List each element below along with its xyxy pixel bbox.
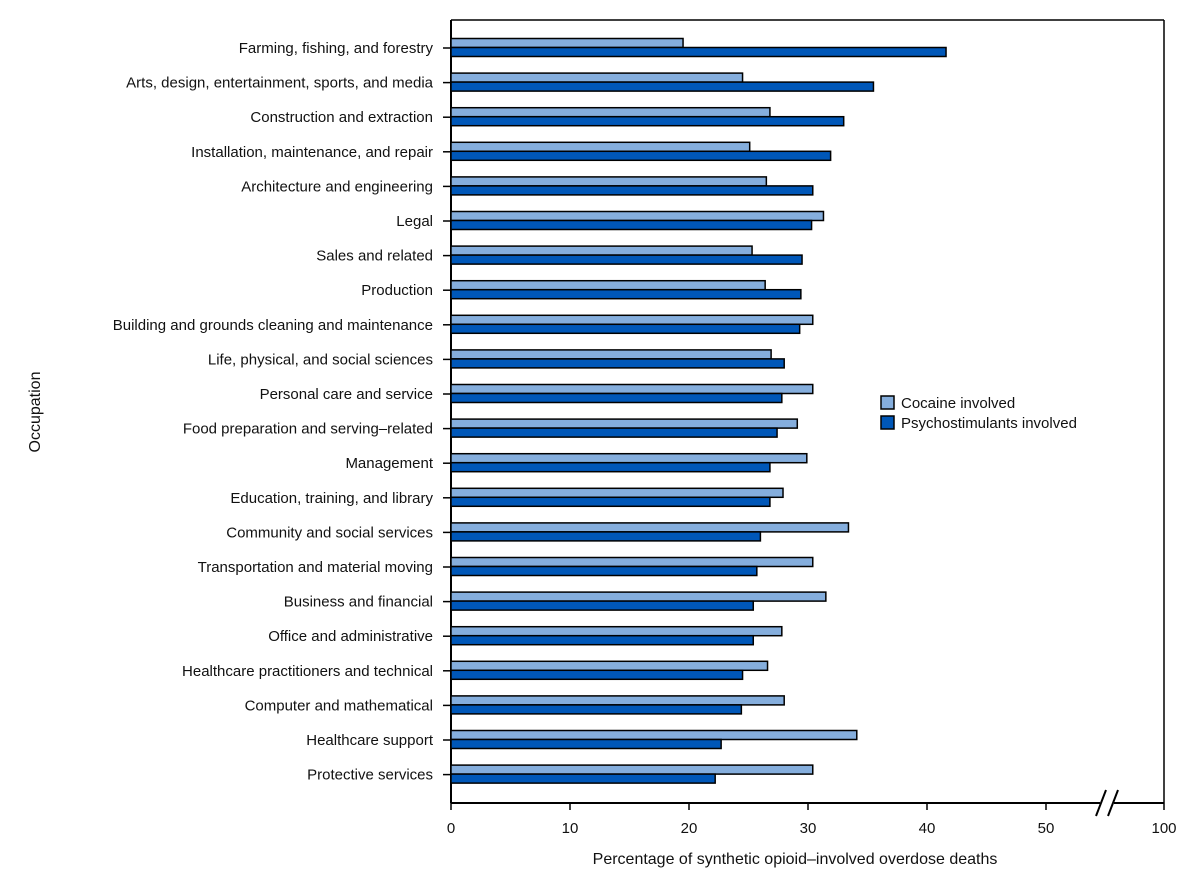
bar-psychostimulants: [450, 185, 814, 196]
category-label: Personal care and service: [260, 386, 433, 403]
bar-cocaine: [450, 522, 850, 533]
legend-label: Psychostimulants involved: [901, 415, 1077, 432]
bar-psychostimulants: [450, 115, 845, 127]
bar-psychostimulants: [450, 254, 803, 265]
legend-swatch: [880, 395, 895, 410]
category-label: Building and grounds cleaning and mainte…: [113, 317, 433, 334]
bar-cocaine: [450, 176, 768, 187]
bar-psychostimulants: [450, 531, 762, 542]
x-tick-label: 50: [1038, 820, 1055, 837]
category-label: Management: [345, 455, 433, 472]
bar-cocaine: [450, 383, 814, 395]
bar-psychostimulants: [450, 773, 716, 784]
bar-psychostimulants: [450, 461, 771, 473]
bar-psychostimulants: [450, 392, 783, 404]
bar-psychostimulants: [450, 358, 785, 369]
bar-cocaine: [450, 660, 769, 672]
legend-label: Cocaine involved: [901, 395, 1015, 412]
bar-psychostimulants: [450, 565, 758, 577]
category-label: Community and social services: [226, 524, 433, 541]
bar-cocaine: [450, 452, 808, 464]
bar-cocaine: [450, 729, 858, 741]
category-label: Architecture and engineering: [241, 178, 433, 195]
category-label: Sales and related: [316, 248, 433, 265]
bar-cocaine: [450, 141, 751, 153]
bar-psychostimulants: [450, 323, 801, 335]
axis-break-mark: [1107, 789, 1119, 817]
x-tick-label: 0: [447, 820, 455, 837]
x-tick-label: 100: [1151, 820, 1176, 837]
bar-cocaine: [450, 764, 814, 775]
bar-cocaine: [450, 279, 766, 291]
bar-cocaine: [450, 37, 684, 49]
x-tick-label: 10: [562, 820, 579, 837]
category-label: Computer and mathematical: [245, 697, 433, 714]
category-label: Healthcare support: [306, 732, 434, 749]
bar-cocaine: [450, 556, 814, 568]
x-tick-label: 40: [919, 820, 936, 837]
bar-cocaine: [450, 210, 825, 222]
bar-psychostimulants: [450, 46, 947, 58]
bar-cocaine: [450, 245, 753, 256]
legend-swatch: [880, 415, 895, 430]
bar-psychostimulants: [450, 704, 743, 715]
category-label: Life, physical, and social sciences: [208, 351, 433, 368]
bar-psychostimulants: [450, 634, 755, 646]
category-label: Education, training, and library: [230, 490, 433, 507]
bar-psychostimulants: [450, 738, 722, 750]
bar-psychostimulants: [450, 81, 875, 92]
category-label: Protective services: [307, 767, 433, 784]
axis-break-mark: [1095, 789, 1107, 817]
bar-psychostimulants: [450, 669, 744, 681]
x-tick-label: 30: [800, 820, 817, 837]
x-axis-title: Percentage of synthetic opioid–involved …: [593, 851, 998, 868]
category-label: Farming, fishing, and forestry: [239, 40, 434, 57]
category-label: Healthcare practitioners and technical: [182, 663, 433, 680]
category-label: Business and financial: [284, 594, 433, 611]
category-label: Food preparation and serving–related: [183, 421, 433, 438]
category-label: Legal: [396, 213, 433, 230]
bar-cocaine: [450, 591, 827, 602]
category-label: Production: [361, 282, 433, 299]
bar-psychostimulants: [450, 219, 813, 231]
bar-cocaine: [450, 106, 771, 118]
bar-cocaine: [450, 314, 814, 326]
bar-psychostimulants: [450, 427, 778, 438]
category-label: Office and administrative: [268, 628, 433, 645]
bar-cocaine: [450, 72, 744, 83]
bar-cocaine: [450, 349, 772, 360]
bar-psychostimulants: [450, 150, 832, 162]
bar-psychostimulants: [450, 496, 771, 508]
bar-cocaine: [450, 695, 785, 706]
x-tick-label: 20: [681, 820, 698, 837]
bar-cocaine: [450, 487, 784, 499]
bar-psychostimulants: [450, 288, 802, 300]
category-label: Installation, maintenance, and repair: [191, 144, 433, 161]
bar-cocaine: [450, 418, 799, 429]
category-label: Arts, design, entertainment, sports, and…: [126, 75, 433, 92]
category-label: Transportation and material moving: [198, 559, 433, 576]
bar-psychostimulants: [450, 600, 755, 611]
y-axis-title: Occupation: [27, 372, 44, 453]
bar-cocaine: [450, 625, 783, 637]
category-label: Construction and extraction: [250, 109, 433, 126]
